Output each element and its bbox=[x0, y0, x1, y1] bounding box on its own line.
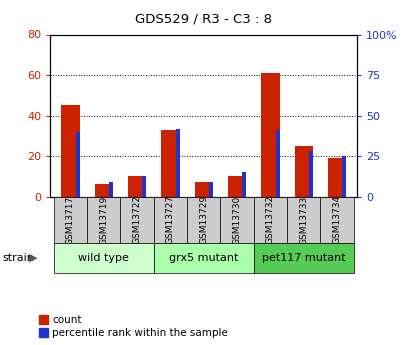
Bar bbox=[320, 197, 354, 243]
Bar bbox=[220, 197, 254, 243]
Bar bbox=[254, 243, 354, 273]
Text: wild type: wild type bbox=[78, 253, 129, 263]
Bar bbox=[294, 146, 313, 197]
Bar bbox=[276, 130, 280, 197]
Bar bbox=[309, 151, 313, 197]
Text: strain: strain bbox=[2, 253, 34, 263]
Bar bbox=[128, 176, 146, 197]
Bar bbox=[109, 182, 113, 197]
Bar bbox=[242, 172, 247, 197]
Text: GSM13719: GSM13719 bbox=[99, 195, 108, 245]
Text: GSM13722: GSM13722 bbox=[133, 195, 142, 245]
Bar bbox=[209, 182, 213, 197]
Bar bbox=[228, 176, 246, 197]
Text: GSM13730: GSM13730 bbox=[233, 195, 241, 245]
Text: grx5 mutant: grx5 mutant bbox=[169, 253, 239, 263]
Text: GSM13733: GSM13733 bbox=[299, 195, 308, 245]
Text: ▶: ▶ bbox=[29, 253, 38, 263]
Text: GDS529 / R3 - C3 : 8: GDS529 / R3 - C3 : 8 bbox=[135, 12, 272, 25]
Legend: count, percentile rank within the sample: count, percentile rank within the sample bbox=[39, 315, 228, 338]
Bar bbox=[187, 197, 220, 243]
Text: GSM13717: GSM13717 bbox=[66, 195, 75, 245]
Bar bbox=[254, 197, 287, 243]
Bar bbox=[142, 176, 147, 197]
Bar bbox=[61, 106, 79, 197]
Bar bbox=[261, 73, 280, 197]
Bar bbox=[176, 129, 180, 197]
Bar bbox=[342, 156, 346, 197]
Text: GSM13732: GSM13732 bbox=[266, 195, 275, 245]
Bar bbox=[287, 197, 320, 243]
Bar bbox=[154, 197, 187, 243]
Bar bbox=[76, 132, 80, 197]
Bar bbox=[54, 243, 154, 273]
Text: GSM13729: GSM13729 bbox=[199, 195, 208, 245]
Bar bbox=[161, 130, 179, 197]
Bar bbox=[121, 197, 154, 243]
Bar bbox=[94, 185, 113, 197]
Bar bbox=[87, 197, 121, 243]
Bar bbox=[328, 158, 346, 197]
Bar bbox=[54, 197, 87, 243]
Bar bbox=[154, 243, 254, 273]
Text: pet117 mutant: pet117 mutant bbox=[262, 253, 346, 263]
Text: GSM13734: GSM13734 bbox=[333, 195, 341, 245]
Text: GSM13727: GSM13727 bbox=[166, 195, 175, 245]
Bar bbox=[194, 183, 213, 197]
